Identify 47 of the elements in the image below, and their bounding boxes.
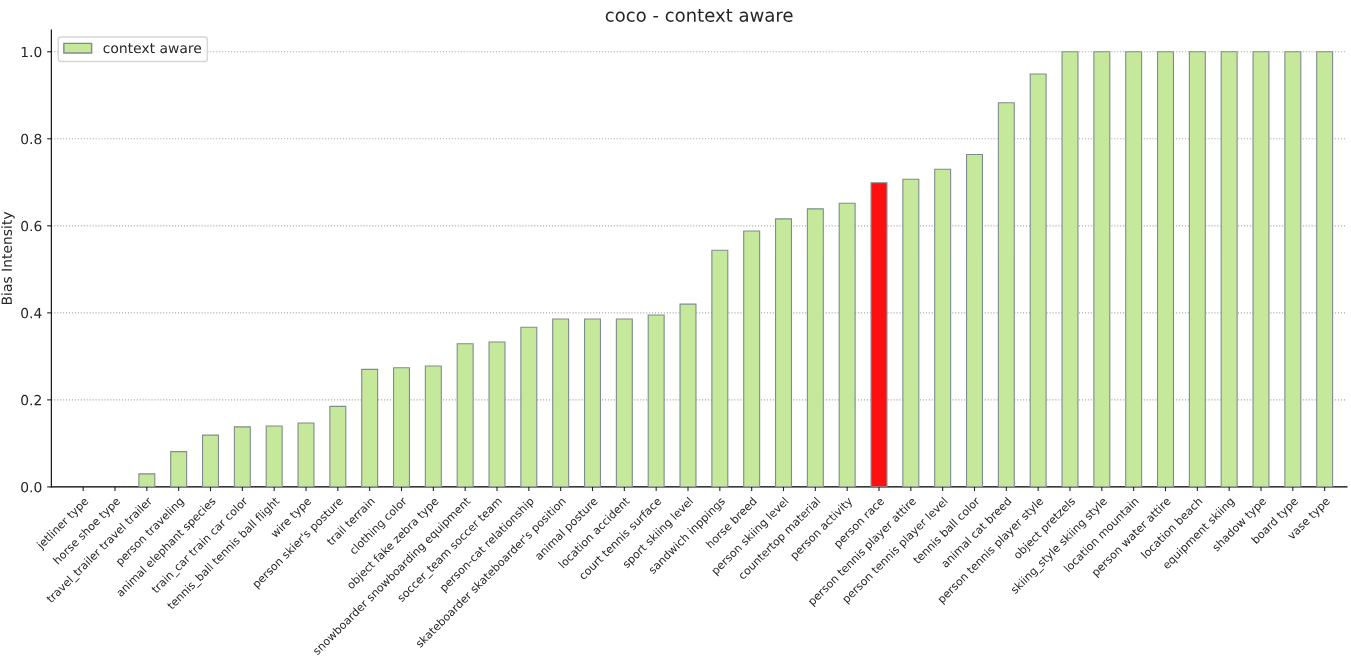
bar	[838, 202, 856, 487]
bar	[1093, 51, 1111, 487]
chart-title: coco - context aware	[605, 9, 793, 22]
bar	[870, 182, 888, 487]
bar	[997, 102, 1015, 487]
bar	[1252, 51, 1270, 487]
bar	[1220, 51, 1238, 487]
bar	[1029, 73, 1047, 487]
y-tick-label: 1.0	[21, 46, 42, 58]
bar	[965, 153, 984, 487]
bar	[1316, 51, 1334, 487]
bar	[552, 318, 570, 487]
y-tick-label: 0.6	[21, 220, 42, 232]
bar	[1284, 51, 1302, 487]
y-tick-label: 0.2	[21, 394, 41, 406]
bar	[329, 405, 347, 487]
bar	[392, 367, 411, 487]
bar	[233, 426, 251, 487]
bar	[806, 208, 824, 487]
bar	[583, 318, 602, 487]
bar	[1061, 51, 1079, 487]
bar	[424, 365, 442, 487]
bar	[774, 218, 793, 487]
bar	[647, 314, 665, 487]
y-tick-label: 0.0	[21, 481, 42, 493]
y-tick-label: 0.4	[21, 307, 42, 319]
bar	[170, 451, 188, 487]
bar	[488, 341, 506, 487]
bar	[1156, 51, 1175, 487]
bar	[138, 473, 156, 487]
bar	[265, 425, 283, 487]
bar	[520, 326, 538, 487]
bar	[361, 368, 379, 487]
bar	[1188, 51, 1206, 487]
bar	[711, 249, 729, 487]
bar	[743, 230, 761, 487]
legend-label: context aware	[103, 43, 202, 54]
bar	[456, 343, 474, 487]
bar	[615, 318, 633, 487]
bar	[934, 168, 952, 487]
bar	[201, 434, 220, 487]
y-axis-title: Bias Intensity	[1, 211, 15, 305]
bar	[297, 422, 315, 487]
bar	[902, 178, 920, 487]
bar	[1125, 51, 1143, 487]
y-tick-label: 0.8	[21, 133, 42, 145]
bar	[679, 303, 697, 487]
